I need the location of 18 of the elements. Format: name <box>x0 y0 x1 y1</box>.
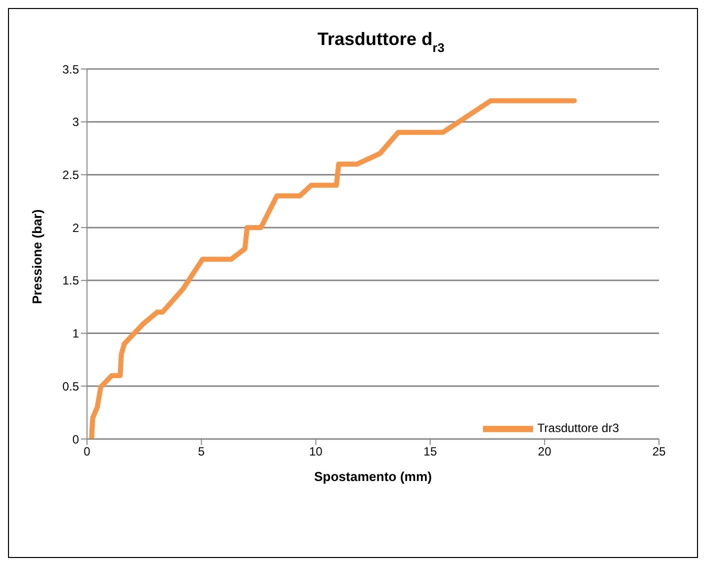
y-tick-label: 0.5 <box>62 379 80 394</box>
y-tick-label: 1 <box>72 326 80 341</box>
y-tick-label: 2.5 <box>62 168 80 182</box>
x-tick-label: 25 <box>652 444 666 459</box>
y-axis-title: Pressione (bar) <box>30 209 45 304</box>
chart-title: Trasduttore d$_{r3}$ <box>318 29 444 55</box>
x-tick-label: 5 <box>198 444 206 459</box>
x-axis-title: Spostamento (mm) <box>314 469 432 484</box>
legend-label: Trasduttore dr3 <box>537 421 619 436</box>
y-tick-label: 3 <box>72 115 80 130</box>
y-tick-label: 3.5 <box>62 62 80 76</box>
x-tick-label: 0 <box>84 444 91 459</box>
y-tick-label: 0 <box>72 432 80 446</box>
y-tick-label: 1.5 <box>62 274 80 288</box>
x-tick-label: 20 <box>538 444 552 459</box>
y-tick-label: 2 <box>72 220 80 235</box>
x-tick-label: 10 <box>309 444 323 459</box>
x-tick-label: 15 <box>424 444 438 459</box>
